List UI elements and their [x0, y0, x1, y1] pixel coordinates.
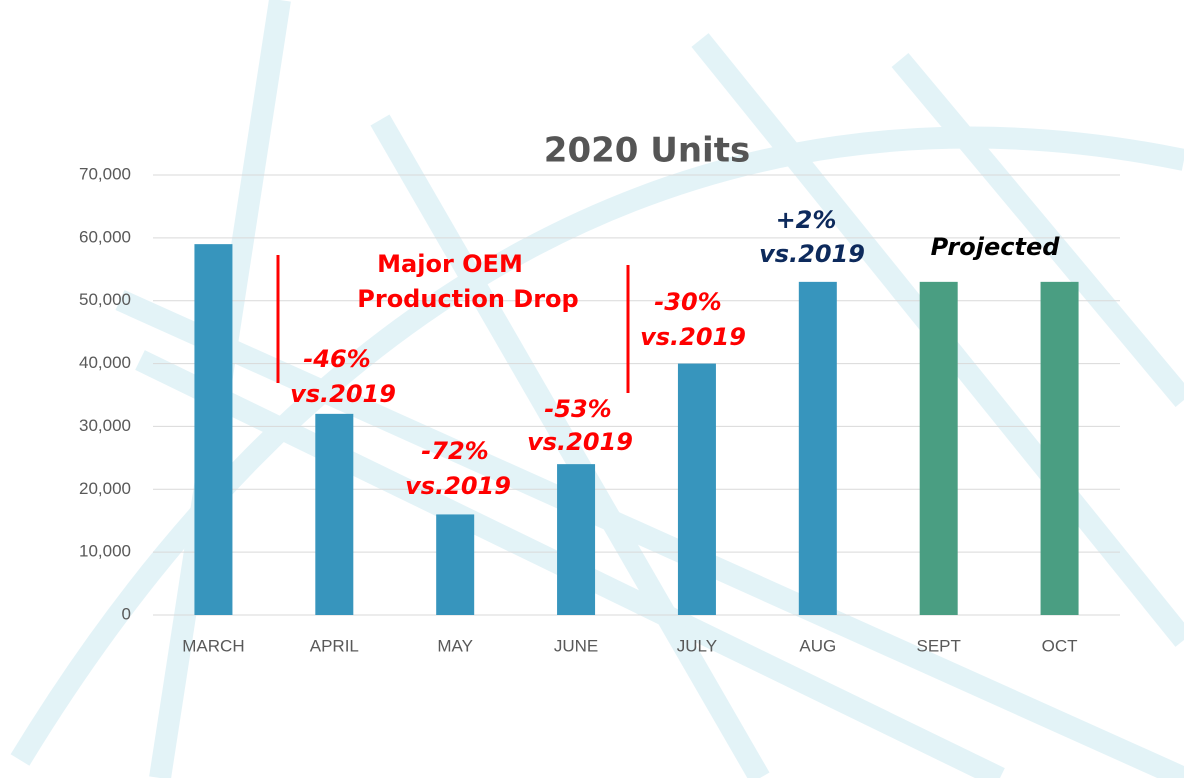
- annotation: vs.2019: [290, 380, 396, 408]
- annotation: vs.2019: [759, 240, 865, 268]
- x-tick-label: OCT: [1042, 636, 1078, 655]
- annotation: vs.2019: [640, 323, 746, 351]
- y-tick-label: 0: [122, 604, 131, 623]
- x-tick-label: MAY: [437, 636, 473, 655]
- x-tick-label: MARCH: [182, 636, 244, 655]
- bar: [919, 281, 958, 615]
- x-tick-label: SEPT: [916, 636, 960, 655]
- annotation: Production Drop: [357, 285, 578, 313]
- annotation: vs.2019: [405, 472, 511, 500]
- x-tick-label: JULY: [677, 636, 717, 655]
- y-tick-label: 40,000: [79, 353, 131, 372]
- annotation: -46%: [303, 345, 370, 373]
- annotation: Projected: [931, 233, 1061, 261]
- bar: [436, 514, 475, 615]
- y-tick-label: 30,000: [79, 416, 131, 435]
- annotation: +2%: [776, 206, 837, 234]
- plot-area: 0 10,000 20,000 30,000 40,000 50,000 60,000 70,…: [79, 164, 1120, 655]
- x-tick-label: AUG: [799, 636, 836, 655]
- bar: [194, 244, 233, 615]
- bar: [677, 363, 716, 615]
- bar: [557, 464, 596, 615]
- annotation: -30%: [654, 288, 721, 316]
- bar: [315, 413, 354, 615]
- x-tick-label: APRIL: [310, 636, 359, 655]
- y-tick-label: 60,000: [79, 227, 131, 246]
- annotation: vs.2019: [527, 428, 633, 456]
- y-tick-label: 10,000: [79, 542, 131, 561]
- bar: [798, 281, 837, 615]
- x-tick-label: JUNE: [554, 636, 598, 655]
- y-tick-label: 50,000: [79, 290, 131, 309]
- bar: [1040, 281, 1079, 615]
- y-tick-label: 70,000: [79, 164, 131, 183]
- annotation: -53%: [544, 395, 611, 423]
- chart-title: 2020 Units: [544, 131, 750, 171]
- annotation: -72%: [421, 437, 488, 465]
- annotation: Major OEM: [377, 250, 523, 278]
- y-tick-label: 20,000: [79, 479, 131, 498]
- background-decoration: [10, 0, 1184, 778]
